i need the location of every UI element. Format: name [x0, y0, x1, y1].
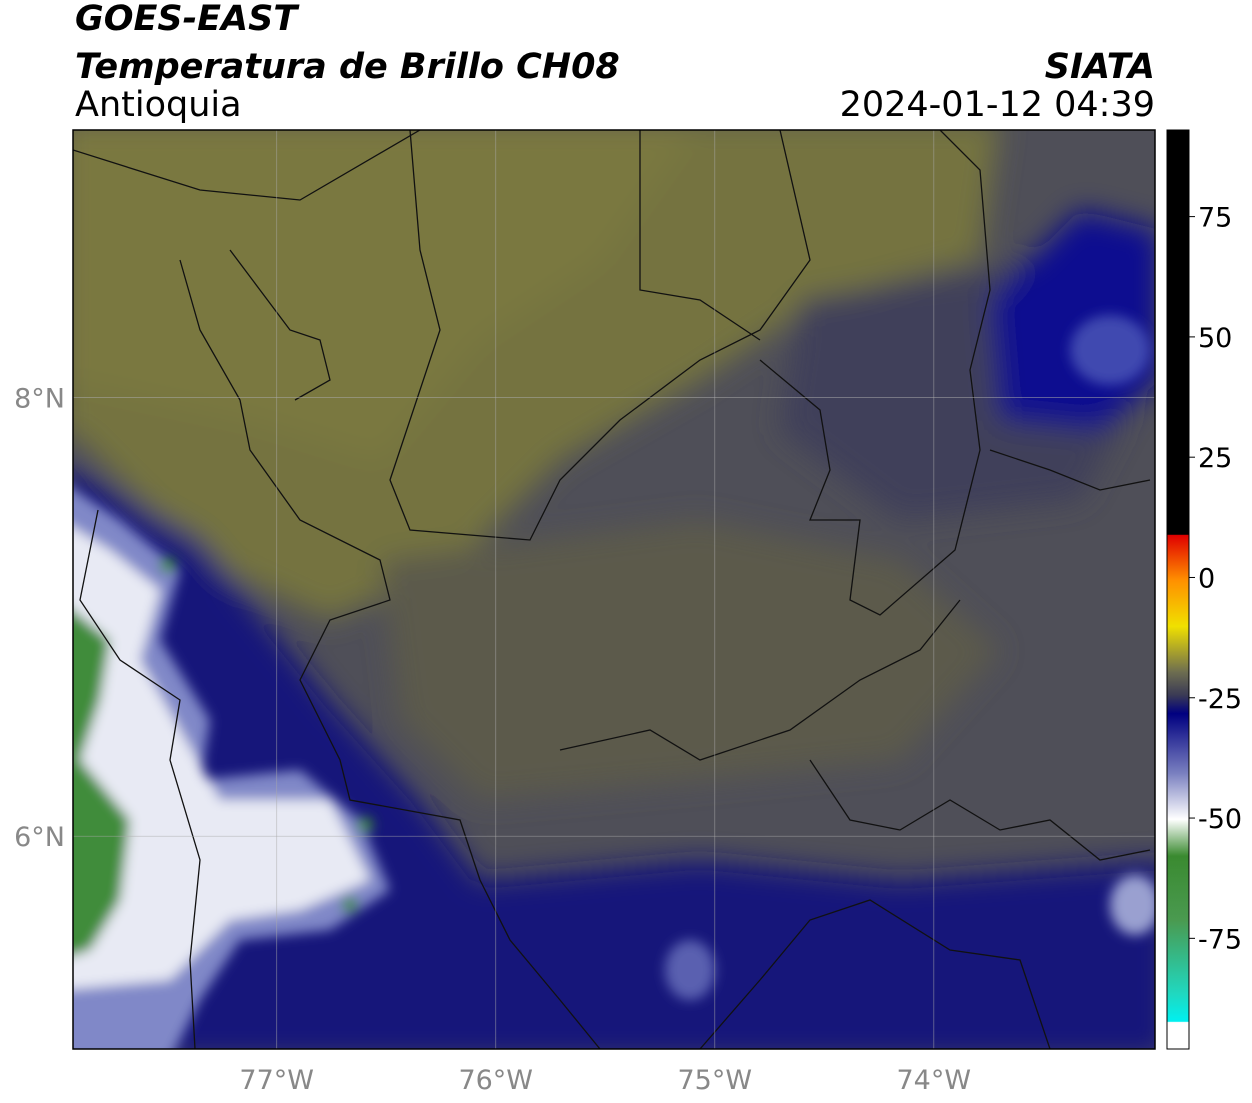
colorbar-tick-label: 75 [1198, 203, 1232, 234]
x-tick-label: 76°W [458, 1065, 533, 1096]
title: GOES-EAST [75, 0, 300, 39]
colorbar-tick-label: -75 [1198, 924, 1242, 955]
colorbar-tick-label: 0 [1198, 563, 1215, 594]
axes: 77°W 76°W 75°W 74°W 8°N 6°N [14, 384, 971, 1096]
colorbar [1166, 129, 1190, 1050]
subtitle: Temperatura de Brillo CH08 [75, 47, 620, 87]
colorbar-ticks: 75 50 25 0 -25 -50 -75 [1189, 203, 1242, 955]
colorbar-tick-label: -50 [1198, 804, 1242, 835]
datetime: 2024-01-12 04:39 [840, 85, 1155, 125]
colorbar-tick-label: 25 [1198, 443, 1232, 474]
colorbar-tick-label: 50 [1198, 323, 1232, 354]
x-tick-label: 75°W [677, 1065, 752, 1096]
x-tick-label: 74°W [897, 1065, 972, 1096]
region: Antioquia [75, 85, 242, 125]
y-tick-label: 8°N [14, 384, 65, 415]
source: SIATA [1045, 47, 1155, 87]
map-frame [72, 129, 1156, 1050]
colorbar-tick-label: -25 [1198, 684, 1242, 715]
grid [73, 130, 1155, 1049]
y-tick-label: 6°N [14, 822, 65, 853]
map-image [73, 130, 1155, 1049]
x-tick-label: 77°W [239, 1065, 314, 1096]
